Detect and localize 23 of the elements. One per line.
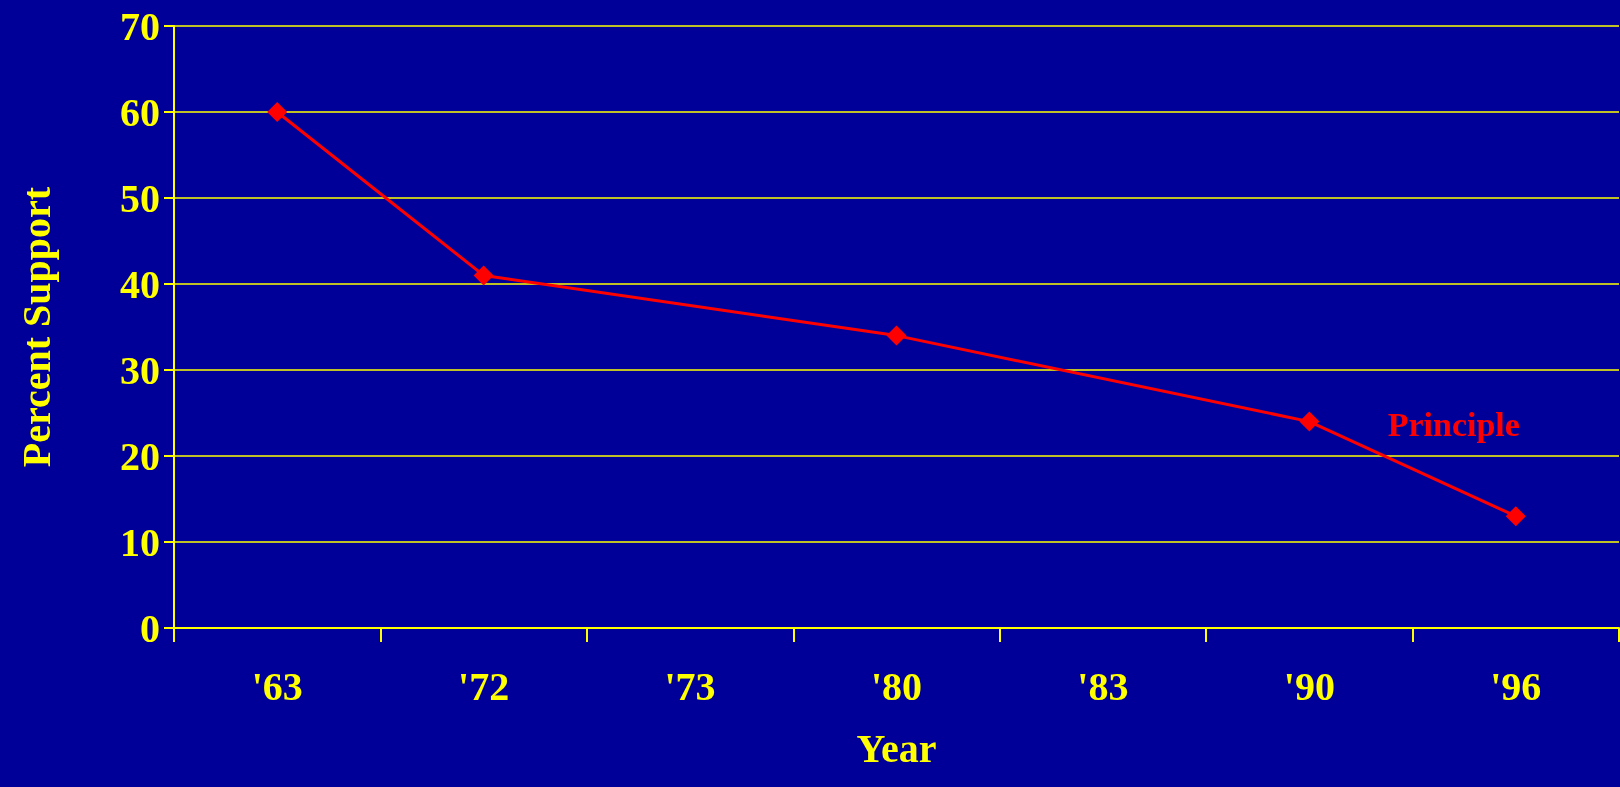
y-tick-label: 30 [120,347,160,393]
x-tick-label: '90 [1283,663,1335,709]
x-tick-label: '83 [1077,663,1129,709]
point [267,102,288,122]
point [473,265,494,286]
y-tick-label: 10 [120,519,160,565]
series-label: Principle [1387,405,1520,443]
y-tick-label: 20 [120,433,160,479]
x-tick-label: '72 [458,663,510,709]
y-tick-label: 0 [140,605,160,651]
point [886,325,907,346]
y-tick-label: 50 [120,175,160,221]
y-tick-label: 40 [120,261,160,307]
x-tick-label: '96 [1490,663,1542,709]
y-axis-title: Percent Support [13,186,59,468]
x-tick-label: '73 [664,663,716,709]
x-tick-label: '63 [251,663,303,709]
y-tick-label: 60 [120,89,160,135]
y-tick-label: 70 [120,3,160,49]
x-axis-title: Year [856,725,937,771]
x-tick-label: '80 [870,663,923,709]
point [1299,411,1320,432]
point [1505,506,1526,527]
